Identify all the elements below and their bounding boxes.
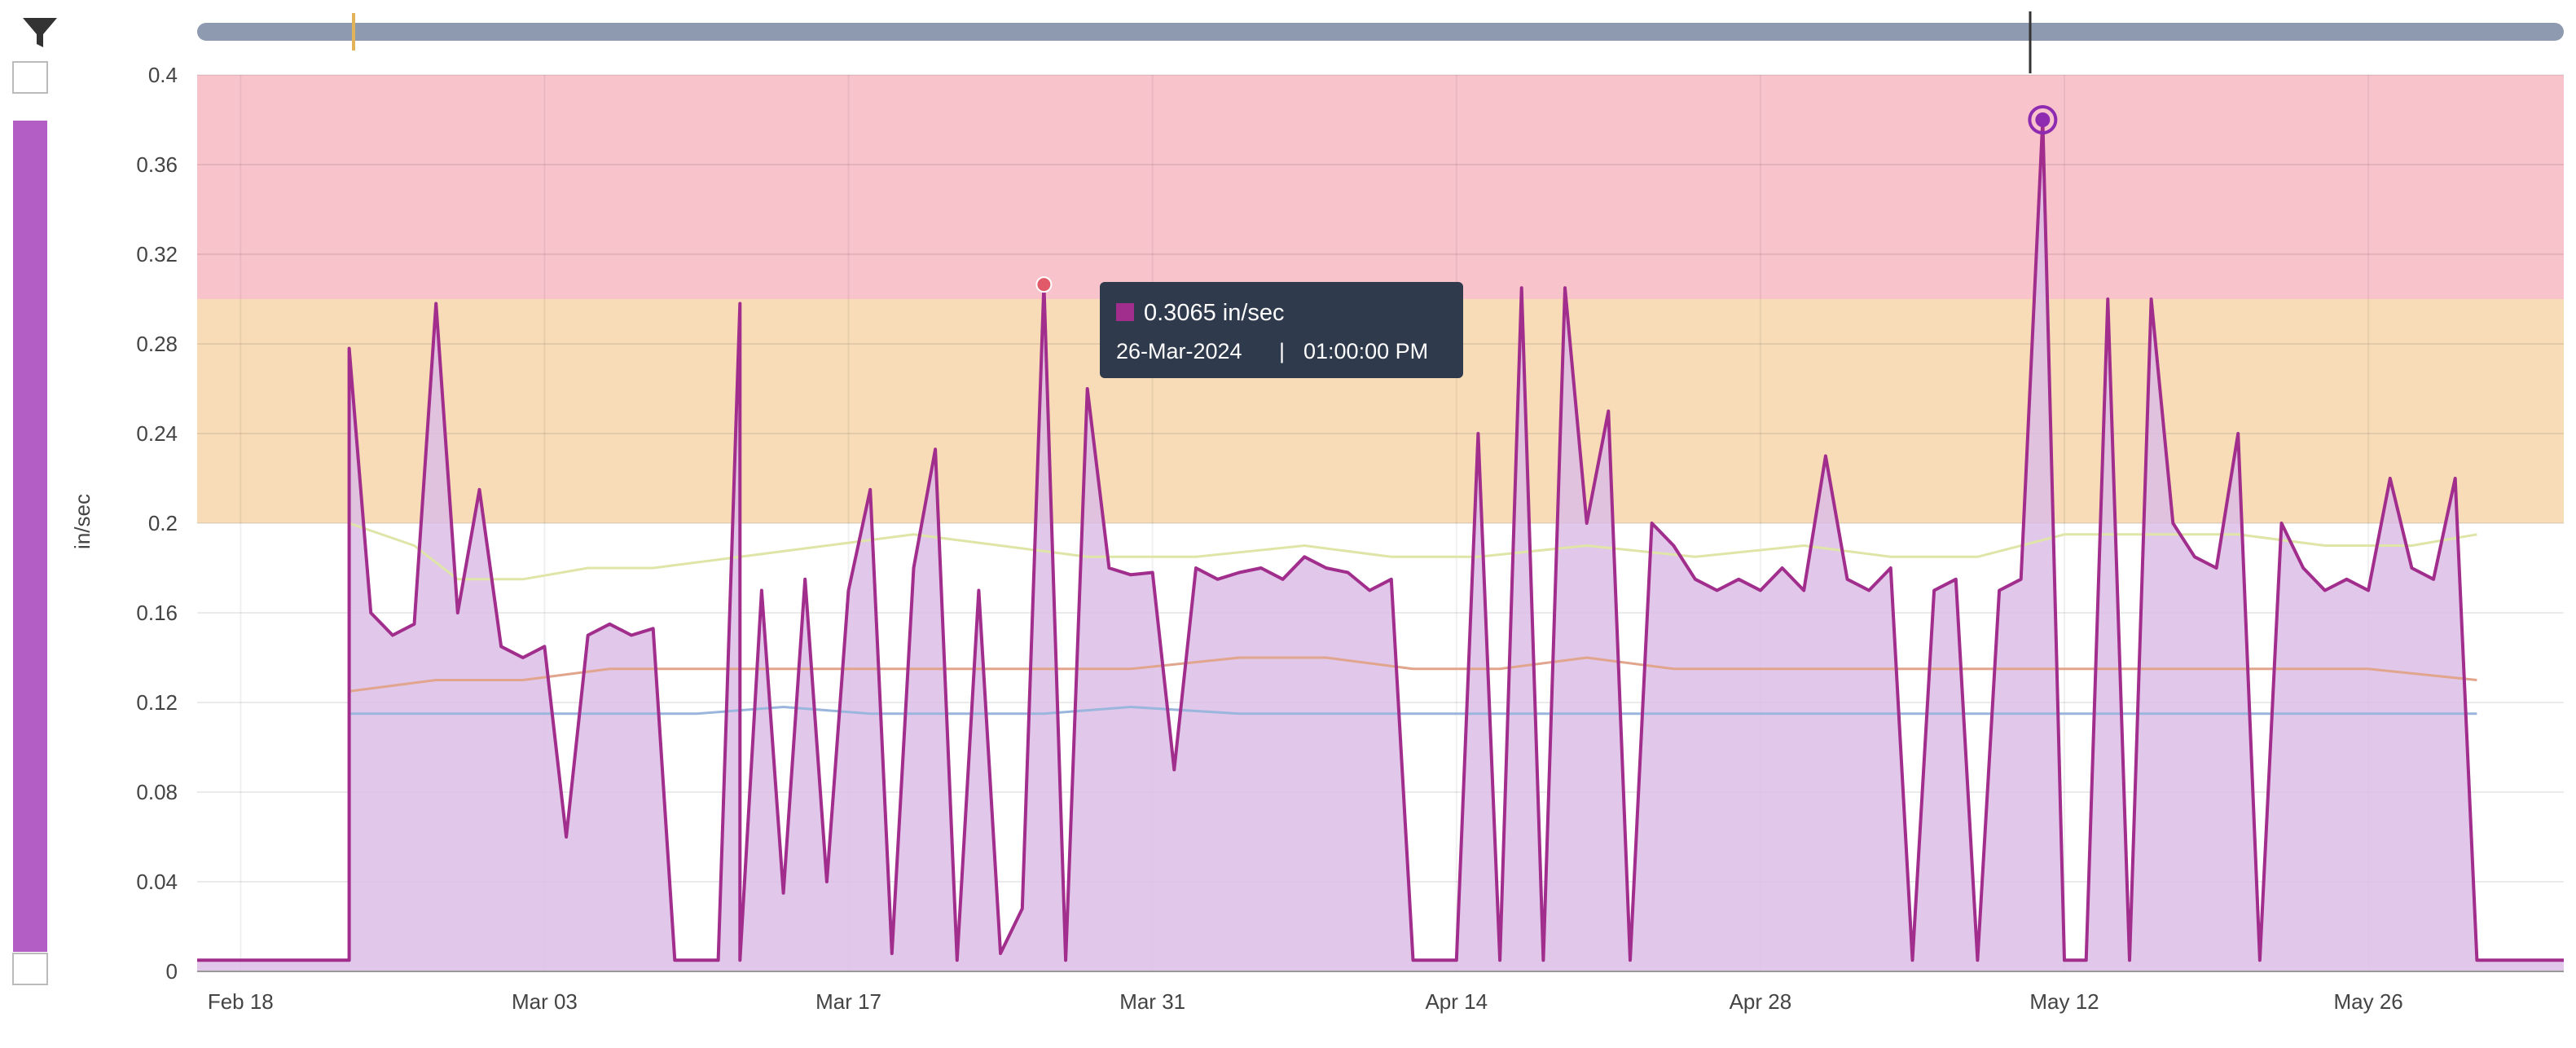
tooltip-swatch <box>1116 303 1134 321</box>
funnel-icon[interactable] <box>23 18 57 47</box>
y-tick-label: 0.08 <box>136 780 178 804</box>
series-line-1 <box>349 522 2477 581</box>
range-navigator[interactable] <box>197 11 2564 73</box>
y-tick-label: 0.04 <box>136 870 178 894</box>
x-tick-label: May 26 <box>2334 989 2403 1014</box>
y-tick-label: 0.12 <box>136 690 178 715</box>
tooltip: 0.3065 in/sec 26-Mar-2024 | 01:00:00 PM <box>1100 282 1463 378</box>
x-tick-label: Mar 31 <box>1119 989 1185 1014</box>
series-line-2 <box>349 656 2477 693</box>
x-tick-label: May 12 <box>2029 989 2099 1014</box>
y-tick-label: 0 <box>166 959 178 984</box>
x-tick-label: Apr 14 <box>1425 989 1488 1014</box>
series-line-0 <box>197 118 2564 962</box>
range-navigator-track[interactable] <box>197 23 2564 41</box>
tooltip-value: 0.3065 in/sec <box>1144 300 1285 326</box>
axis-layer: 0 0.04 0.08 0.12 0.16 0.2 0.24 0.28 0.32 0.36 0.4 F… <box>136 63 2564 1014</box>
y-axis-label: in/sec <box>70 494 95 549</box>
threshold-band-0 <box>197 75 2564 299</box>
series-layer <box>197 118 2564 971</box>
y-tick-label: 0.4 <box>148 63 178 87</box>
x-tick-label: Mar 03 <box>512 989 578 1014</box>
y-tick-label: 0.36 <box>136 152 178 177</box>
series-area-fill <box>197 120 2564 971</box>
y-tick-label: 0.28 <box>136 332 178 356</box>
slider-fill[interactable] <box>13 121 47 952</box>
tooltip-time: 01:00:00 PM <box>1303 339 1428 363</box>
vertical-range-slider[interactable] <box>12 61 48 985</box>
slider-top-handle[interactable] <box>12 61 48 94</box>
x-tick-label: Feb 18 <box>208 989 274 1014</box>
peak-marker-dot <box>2035 112 2051 127</box>
slider-bottom-handle[interactable] <box>12 953 48 985</box>
peak-marker-ring <box>2028 105 2058 134</box>
y-tick-label: 0.16 <box>136 601 178 625</box>
x-tick-label: Mar 17 <box>815 989 881 1014</box>
x-tick-label: Apr 28 <box>1730 989 1792 1014</box>
tooltip-date: 26-Mar-2024 <box>1116 339 1242 363</box>
overlay-layer <box>1035 105 2058 293</box>
y-tick-label: 0.24 <box>136 421 178 446</box>
y-tick-label: 0.2 <box>148 511 178 535</box>
tooltip-point <box>1035 276 1053 293</box>
y-tick-label: 0.32 <box>136 242 178 266</box>
tooltip-box <box>1100 282 1463 378</box>
tooltip-separator: | <box>1279 339 1285 363</box>
series-line-3 <box>349 706 2477 716</box>
